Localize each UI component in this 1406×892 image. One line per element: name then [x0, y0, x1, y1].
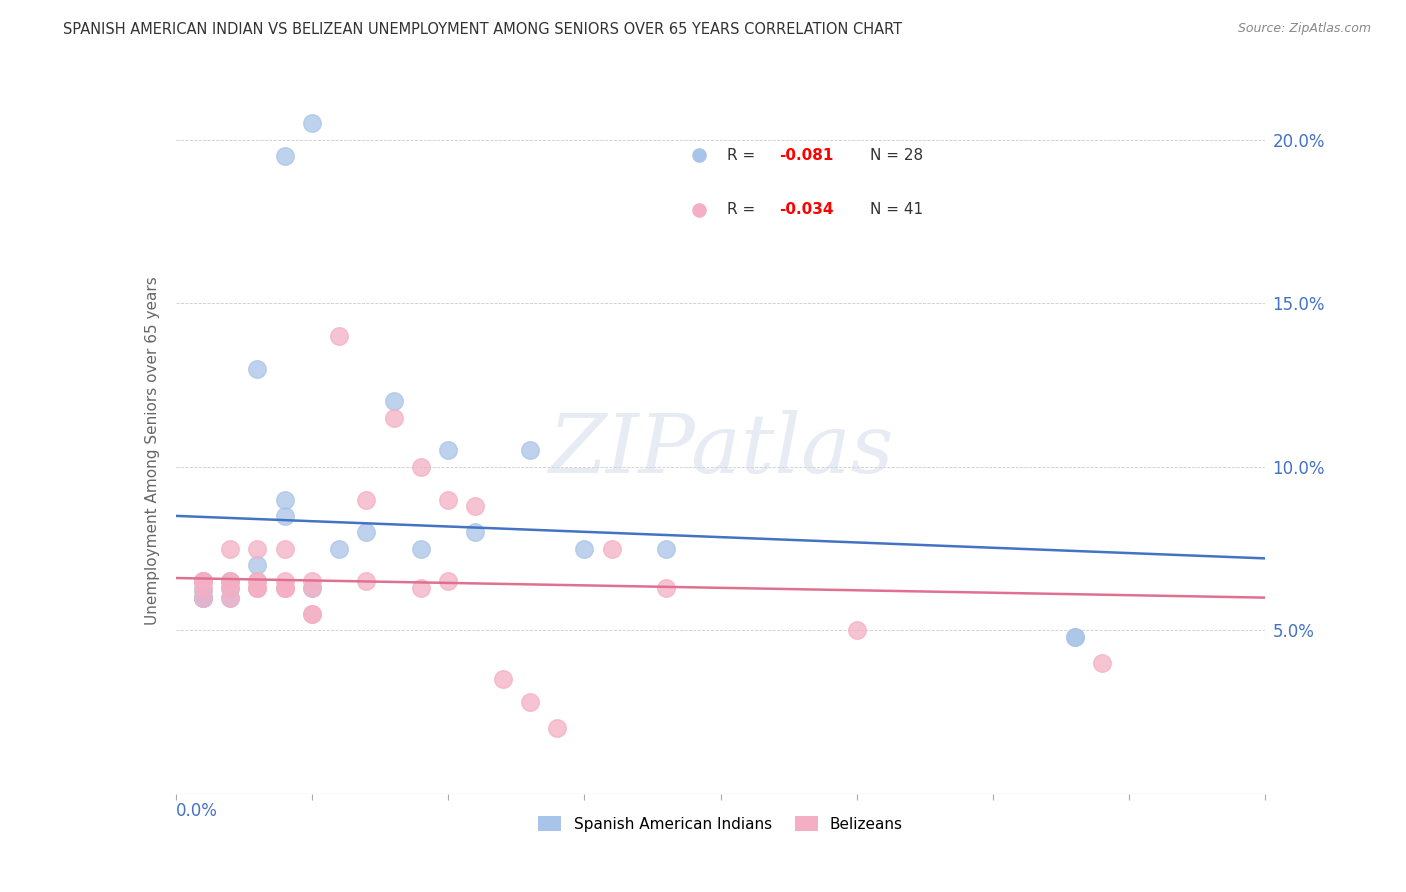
- Point: [191, 584, 214, 599]
- Point: [1063, 630, 1085, 644]
- Point: [464, 525, 486, 540]
- Point: [600, 541, 623, 556]
- Point: [191, 574, 214, 589]
- Point: [655, 581, 678, 595]
- Text: 0.0%: 0.0%: [176, 802, 218, 820]
- Point: [274, 492, 297, 507]
- Point: [519, 695, 541, 709]
- Point: [492, 673, 515, 687]
- Point: [274, 574, 297, 589]
- Point: [219, 581, 242, 595]
- Point: [356, 525, 378, 540]
- Point: [219, 591, 242, 605]
- Point: [274, 581, 297, 595]
- Point: [409, 459, 432, 474]
- Point: [246, 581, 269, 595]
- Point: [219, 541, 242, 556]
- Point: [274, 508, 297, 523]
- Point: [191, 591, 214, 605]
- Point: [246, 574, 269, 589]
- Point: [519, 443, 541, 458]
- Point: [274, 149, 297, 163]
- Point: [301, 116, 323, 130]
- Point: [219, 574, 242, 589]
- Point: [464, 499, 486, 513]
- Point: [301, 574, 323, 589]
- Point: [191, 574, 214, 589]
- Point: [246, 361, 269, 376]
- Point: [219, 581, 242, 595]
- Text: ZIPatlas: ZIPatlas: [548, 410, 893, 491]
- Point: [301, 581, 323, 595]
- Point: [191, 574, 214, 589]
- Point: [191, 581, 214, 595]
- Point: [191, 591, 214, 605]
- Point: [191, 574, 214, 589]
- Point: [191, 574, 214, 589]
- Point: [219, 574, 242, 589]
- Point: [191, 591, 214, 605]
- Point: [1091, 656, 1114, 670]
- Point: [382, 394, 405, 409]
- Point: [437, 492, 460, 507]
- Point: [246, 581, 269, 595]
- Point: [845, 624, 868, 638]
- Point: [655, 541, 678, 556]
- Point: [437, 443, 460, 458]
- Point: [219, 591, 242, 605]
- Point: [409, 581, 432, 595]
- Point: [246, 541, 269, 556]
- Point: [301, 607, 323, 621]
- Point: [246, 574, 269, 589]
- Point: [274, 581, 297, 595]
- Point: [219, 574, 242, 589]
- Point: [574, 541, 596, 556]
- Point: [356, 492, 378, 507]
- Point: [246, 581, 269, 595]
- Point: [437, 574, 460, 589]
- Text: Source: ZipAtlas.com: Source: ZipAtlas.com: [1237, 22, 1371, 36]
- Point: [191, 591, 214, 605]
- Point: [191, 574, 214, 589]
- Text: SPANISH AMERICAN INDIAN VS BELIZEAN UNEMPLOYMENT AMONG SENIORS OVER 65 YEARS COR: SPANISH AMERICAN INDIAN VS BELIZEAN UNEM…: [63, 22, 903, 37]
- Point: [301, 607, 323, 621]
- Point: [274, 581, 297, 595]
- Legend: Spanish American Indians, Belizeans: Spanish American Indians, Belizeans: [533, 810, 908, 838]
- Point: [356, 574, 378, 589]
- Point: [1063, 630, 1085, 644]
- Point: [409, 541, 432, 556]
- Point: [301, 581, 323, 595]
- Point: [546, 722, 568, 736]
- Y-axis label: Unemployment Among Seniors over 65 years: Unemployment Among Seniors over 65 years: [145, 277, 160, 624]
- Point: [246, 558, 269, 572]
- Point: [328, 329, 350, 343]
- Point: [382, 410, 405, 425]
- Point: [274, 541, 297, 556]
- Point: [328, 541, 350, 556]
